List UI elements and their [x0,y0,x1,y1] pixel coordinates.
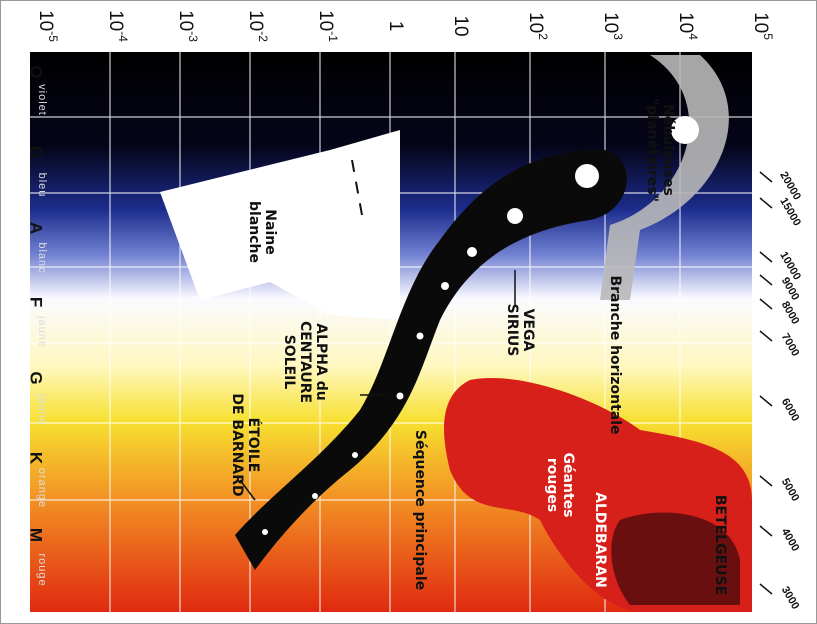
white-dwarf-region [160,130,400,320]
region-label: rouges [544,458,560,512]
color-label: blanc [36,242,48,273]
region-label: CENTAURE [297,321,313,403]
temperature-label: 7000 [779,331,802,358]
luminosity-base: 10 [525,12,546,33]
spectral-class: M [27,528,46,542]
spectral-class: A [27,222,46,234]
region-label: BETELGEUSE [712,495,728,595]
region-label: Géantes [560,453,576,518]
supergiants-region [611,512,740,605]
main-sequence [235,149,627,571]
region-label: SIRIUS [504,304,520,357]
luminosity-base: 1 [385,21,406,32]
temperature-label: 15000 [777,196,803,228]
luminosity-label: 105 [750,12,775,40]
luminosity-base: 10 [315,10,336,31]
giant-branch [600,55,729,300]
arrows [239,270,516,501]
spectral-class: B [27,146,46,158]
stars [262,116,699,535]
temperature-tick [759,197,773,209]
temperature-tick [759,525,773,537]
luminosity-label: 10 [450,15,471,36]
star [441,282,449,290]
color-label: violet [36,84,48,116]
star [352,452,358,458]
temperature-label: 5000 [779,476,802,503]
temperature-label: 20000 [777,170,803,202]
luminosity-exp: -1 [326,31,340,42]
star [575,164,599,188]
temperature-tick [759,475,773,487]
luminosity-exp: -3 [186,31,200,42]
luminosity-base: 10 [675,12,696,33]
temperature-label: 8000 [779,299,802,326]
luminosity-label: 10-3 [175,10,200,42]
luminosity-exp: -4 [116,31,130,42]
star [467,247,477,257]
spectral-class: F [27,297,46,307]
temperature-tick [759,171,773,183]
luminosity-label: 103 [600,12,625,40]
temperature-tick [759,251,773,263]
region-label: Naine [262,209,278,254]
luminosity-label: 102 [525,12,550,40]
temperature-tick [759,583,773,595]
star [507,208,523,224]
temperature-tick [759,395,773,407]
region-label: Séquence principale [412,430,428,590]
dash [351,159,363,216]
luminosity-exp: -5 [46,31,60,42]
luminosity-label: 1 [385,21,406,32]
temperature-label: 3000 [779,584,802,611]
spectral-class: G [27,371,46,384]
temperature-label: 9000 [779,275,802,302]
luminosity-base: 10 [450,15,471,36]
luminosity-label: 10-4 [105,10,130,42]
spectral-class: K [27,452,46,465]
luminosity-exp: 5 [761,33,775,40]
temperature-tick [759,274,773,286]
star [312,493,318,499]
star [396,392,404,400]
region-label: VEGA [520,309,536,352]
temperature-label: 6000 [779,396,802,423]
luminosity-exp: 2 [536,33,550,40]
luminosity-base: 10 [105,10,126,31]
temperature-tick [759,298,773,310]
star [262,529,268,535]
temperature-label: 4000 [779,526,802,553]
luminosity-label: 10-2 [245,10,270,42]
color-label: jaune [36,393,48,426]
luminosity-exp: 4 [686,33,700,40]
region-label: Nébuleuses [660,104,676,196]
luminosity-base: 10 [600,12,621,33]
luminosity-label: 10-5 [35,10,60,42]
luminosity-base: 10 [245,10,266,31]
luminosity-exp: -2 [256,31,270,42]
luminosity-label: 104 [675,12,700,40]
color-label: rouge [36,553,48,586]
star [671,116,699,144]
region-label: "planétaires" [644,98,660,202]
region-label: ALDEBARAN [592,492,608,588]
region-label: blanche [246,201,262,263]
color-label: bleu [36,173,48,198]
luminosity-base: 10 [175,10,196,31]
region-label: DE BARNARD [229,393,245,496]
luminosity-base: 10 [35,10,56,31]
region-label: ÉTOILE [245,418,262,473]
region-label: ALPHA du [313,323,329,400]
temperature-tick [759,330,773,342]
color-label: jaune [36,315,48,348]
region-label: SOLEIL [281,335,297,390]
spectral-class: O [27,65,46,78]
region-label: Branche horizontale [607,275,623,434]
color-label: orange [36,468,48,508]
luminosity-exp: 3 [611,33,625,40]
luminosity-base: 10 [750,12,771,33]
luminosity-label: 10-1 [315,10,340,42]
star [416,332,424,340]
